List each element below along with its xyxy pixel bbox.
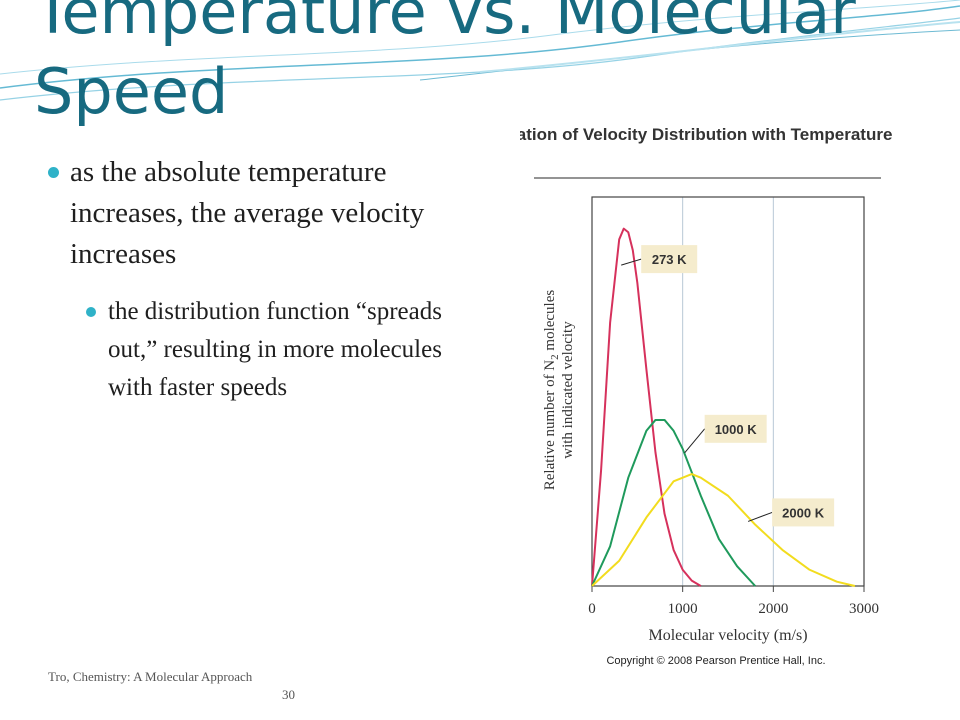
annotation-label: 1000 K: [715, 422, 758, 437]
bullet-dot-icon: [48, 167, 59, 178]
slide-number: 30: [282, 687, 295, 702]
bullet-list: as the absolute temperature increases, t…: [48, 152, 478, 407]
annotation-box: [641, 245, 698, 274]
sub-bullet-text: the distribution function “spreads out,”…: [108, 298, 442, 401]
footer-source: Tro, Chemistry: A Molecular Approach: [48, 669, 253, 684]
bullet-dot-icon: [86, 307, 96, 317]
annotation-leader-line: [684, 428, 706, 454]
annotation-2000k: 2000 K: [747, 498, 835, 527]
annotation-leader-line: [747, 511, 773, 522]
bullet-text: as the absolute temperature increases, t…: [70, 156, 425, 270]
chart-title: Variation of Velocity Distribution with …: [520, 125, 892, 144]
slide-title: Temperature vs. Molecular Speed: [34, 0, 856, 128]
x-tick-label: 2000: [758, 601, 788, 617]
series-line-1000k: [591, 418, 756, 587]
y-axis-label-line1: Relative number of N2 molecules: [542, 290, 561, 491]
y-axis-label-line2: with indicated velocity: [560, 321, 576, 459]
x-tick-label: 3000: [849, 601, 879, 617]
bullet-item: as the absolute temperature increases, t…: [48, 152, 478, 275]
x-tick-label: 0: [588, 601, 596, 617]
annotation-label: 273 K: [652, 252, 687, 267]
x-axis-label: Molecular velocity (m/s): [648, 627, 807, 644]
sub-bullet-item: the distribution function “spreads out,”…: [86, 293, 478, 407]
annotation-leader-line: [621, 258, 642, 266]
velocity-distribution-chart: Variation of Velocity Distribution with …: [486, 110, 900, 670]
wave-decoration: [0, 0, 960, 101]
series-line-273k: [591, 227, 702, 587]
annotation-box: [772, 498, 835, 527]
chart-svg: Variation of Velocity Distribution with …: [486, 125, 893, 667]
series-line-2000k: [591, 473, 856, 587]
annotation-1000k: 1000 K: [684, 414, 767, 454]
copyright-note: Copyright © 2008 Pearson Prentice Hall, …: [606, 655, 825, 667]
annotation-273k: 273 K: [621, 245, 698, 274]
plot-frame: [591, 196, 865, 587]
x-tick-label: 1000: [668, 601, 698, 617]
annotation-box: [704, 414, 767, 443]
annotation-label: 2000 K: [782, 505, 825, 520]
